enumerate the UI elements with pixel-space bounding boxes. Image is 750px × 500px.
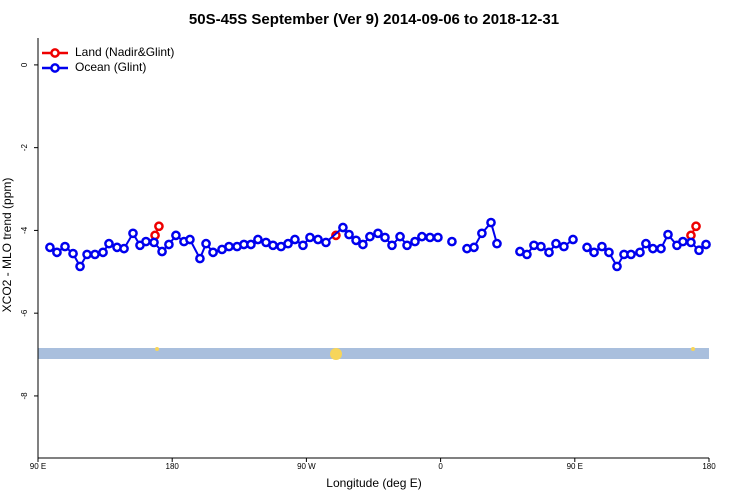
point — [68, 248, 78, 259]
y-tick-label: -6 — [20, 309, 29, 317]
point — [185, 234, 195, 245]
point — [486, 217, 496, 228]
point — [402, 240, 412, 251]
point — [298, 240, 308, 251]
point — [678, 236, 688, 247]
point — [283, 238, 293, 249]
point — [224, 241, 234, 252]
point — [45, 242, 55, 253]
point — [195, 253, 205, 264]
point — [305, 232, 315, 243]
chart-title: 50S-45S September (Ver 9) 2014-09-06 to … — [189, 11, 559, 28]
point — [365, 231, 375, 242]
point — [641, 238, 651, 249]
coverage-dot — [155, 347, 159, 351]
point — [597, 241, 607, 252]
point — [128, 228, 138, 239]
point — [417, 231, 427, 242]
point — [154, 221, 164, 232]
point — [344, 229, 354, 240]
point — [171, 230, 181, 241]
point — [98, 247, 108, 258]
point — [701, 239, 711, 250]
point — [52, 247, 62, 258]
point — [686, 237, 696, 248]
point — [141, 236, 151, 247]
point — [612, 261, 622, 272]
legend-label: Ocean (Glint) — [75, 60, 146, 74]
y-axis-label: XCO2 - MLO trend (ppm) — [0, 178, 14, 313]
point — [119, 243, 129, 254]
point — [387, 240, 397, 251]
point — [313, 234, 323, 245]
x-tick-label: 90 E — [567, 462, 583, 471]
y-tick-label: -4 — [20, 226, 29, 234]
legend-label: Land (Nadir&Glint) — [75, 45, 174, 59]
point — [104, 238, 114, 249]
y-tick-label: 0 — [20, 62, 29, 67]
point — [568, 234, 578, 245]
y-tick-label: -8 — [20, 392, 29, 400]
point — [373, 228, 383, 239]
point — [626, 249, 636, 260]
point — [157, 246, 167, 257]
x-tick-label: 180 — [166, 462, 180, 471]
point — [246, 239, 256, 250]
point — [656, 243, 666, 254]
point — [477, 228, 487, 239]
point — [82, 249, 92, 260]
x-tick-label: 90 W — [297, 462, 316, 471]
point — [90, 249, 100, 260]
point — [410, 236, 420, 247]
point — [604, 247, 614, 258]
point — [380, 232, 390, 243]
point — [694, 245, 704, 256]
point — [469, 242, 479, 253]
coverage-dot — [691, 347, 695, 351]
point — [338, 222, 348, 233]
x-tick-label: 90 E — [30, 462, 46, 471]
point — [447, 236, 457, 247]
point — [582, 242, 592, 253]
point — [321, 237, 331, 248]
point — [75, 261, 85, 272]
point — [551, 238, 561, 249]
point — [268, 240, 278, 251]
point — [60, 241, 70, 252]
point — [536, 241, 546, 252]
point — [395, 231, 405, 242]
point — [290, 234, 300, 245]
point — [635, 247, 645, 258]
point — [663, 229, 673, 240]
point — [208, 247, 218, 258]
point — [648, 243, 658, 254]
point — [331, 230, 341, 241]
coverage-band — [38, 348, 709, 359]
point — [492, 238, 502, 249]
x-axis-label: Longitude (deg E) — [326, 476, 421, 490]
x-tick-label: 0 — [438, 462, 443, 471]
coverage-dot — [330, 348, 342, 360]
point — [559, 241, 569, 252]
point — [544, 247, 554, 258]
point — [522, 249, 532, 260]
point — [201, 238, 211, 249]
point — [351, 235, 361, 246]
x-tick-label: 180 — [702, 462, 716, 471]
point — [358, 239, 368, 250]
point — [691, 221, 701, 232]
legend-marker — [50, 48, 60, 58]
y-tick-label: -2 — [20, 144, 29, 152]
point — [149, 237, 159, 248]
point — [433, 232, 443, 243]
legend-marker — [50, 63, 60, 73]
point — [589, 247, 599, 258]
point — [164, 239, 174, 250]
point — [253, 234, 263, 245]
point — [425, 232, 435, 243]
